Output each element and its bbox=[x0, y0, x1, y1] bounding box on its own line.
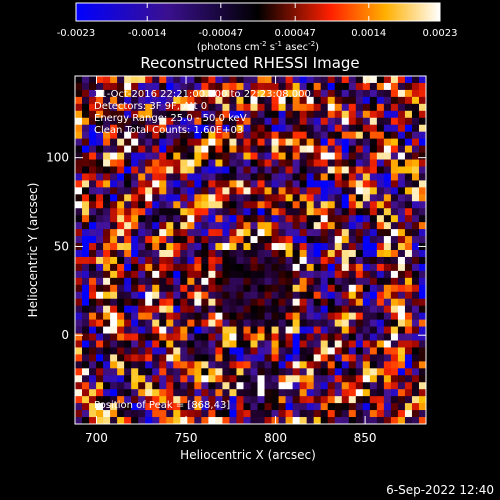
heatmap-image bbox=[75, 76, 427, 425]
plot-frame bbox=[74, 75, 427, 425]
colorbar bbox=[75, 2, 441, 22]
x-axis-label: Heliocentric X (arcsec) bbox=[180, 448, 316, 462]
annotation-line: Detectors: 3F 9F, Att 0 bbox=[94, 101, 207, 112]
colorbar-tick-label: -0.0014 bbox=[128, 28, 167, 39]
colorbar-tick-label: 0.0014 bbox=[351, 28, 386, 39]
x-tick-label: 700 bbox=[85, 431, 108, 445]
x-tick-label: 850 bbox=[354, 431, 377, 445]
colorbar-tick-label: 0.0023 bbox=[423, 28, 458, 39]
peak-position-label: Position of Peak = [868,43] bbox=[94, 400, 230, 411]
y-tick-label: 0 bbox=[61, 328, 69, 342]
colorbar-tick-label: 0.00047 bbox=[275, 28, 316, 39]
annotation-line: 31-Oct-2016 22:21:00.000 to 22:23:08.000 bbox=[94, 89, 311, 100]
colorbar-tick-label: -0.00047 bbox=[198, 28, 243, 39]
colorbar-unit-label: (photons cm-2 s-1 asec-2) bbox=[197, 40, 319, 53]
axis-ticks: 700 750 800 850 0 50 100 bbox=[46, 76, 426, 445]
x-tick-label: 750 bbox=[175, 431, 198, 445]
colorbar-tick-label: -0.0023 bbox=[57, 28, 96, 39]
annotation-line: Energy Range: 25.0 - 50.0 keV bbox=[94, 113, 247, 124]
y-axis-label: Heliocentric Y (arcsec) bbox=[26, 183, 40, 318]
annotations: 31-Oct-2016 22:21:00.000 to 22:23:08.000… bbox=[94, 89, 311, 136]
x-tick-label: 800 bbox=[264, 431, 287, 445]
footer-date: 6-Sep-2022 12:40 bbox=[386, 483, 494, 497]
chart-title: Reconstructed RHESSI Image bbox=[140, 54, 359, 72]
y-tick-label: 50 bbox=[54, 239, 69, 253]
annotation-line: Clean Total Counts: 1.60E+03 bbox=[94, 125, 243, 136]
y-tick-label: 100 bbox=[46, 151, 69, 165]
colorbar-ticks: -0.0023 -0.0014 -0.00047 0.00047 0.0014 0.002… bbox=[57, 3, 458, 39]
